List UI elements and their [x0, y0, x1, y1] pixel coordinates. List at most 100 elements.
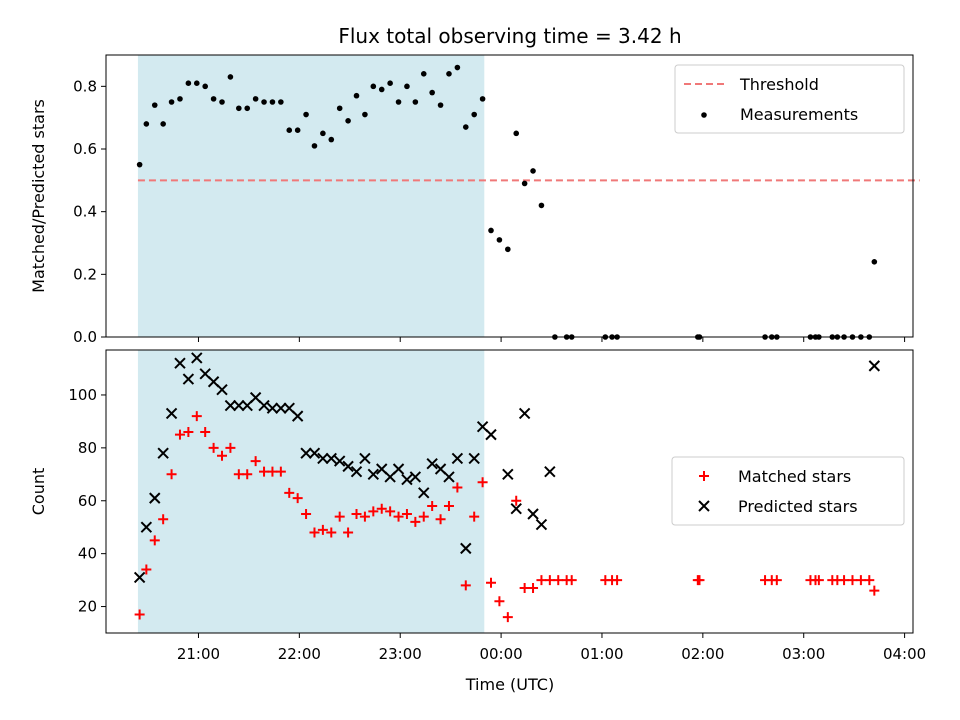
predicted-stars-point [291, 410, 304, 422]
y-tick-label: 100 [68, 386, 97, 404]
measurement-point [252, 96, 259, 102]
measurement-point [370, 83, 377, 90]
predicted-stars-point [224, 399, 237, 412]
matched-stars-point [334, 511, 345, 522]
matched-stars-point [839, 575, 850, 586]
matched-stars-point [309, 527, 320, 538]
matched-stars-point [275, 466, 286, 477]
matched-stars-point [855, 575, 866, 586]
x-tick-label: 03:00 [782, 645, 825, 663]
measurement-point [177, 96, 183, 102]
matched-stars-point [418, 511, 429, 522]
chart-title: Flux total observing time = 3.42 h [338, 24, 681, 48]
predicted-stars-point [502, 468, 514, 481]
matched-stars-point [536, 575, 547, 586]
measurement-point [294, 127, 301, 133]
axes-frame [105, 349, 914, 634]
matched-stars-point [242, 469, 253, 480]
matched-stars-point [427, 501, 438, 512]
measurement-point [521, 180, 528, 187]
measurement-point [488, 227, 494, 234]
measurement-point [336, 105, 343, 112]
measurement-point [513, 130, 520, 137]
matched-stars-point [452, 482, 463, 493]
measurement-point [151, 102, 158, 108]
measurement-point [429, 89, 435, 96]
matched-stars-point [141, 564, 152, 575]
predicted-stars-point [133, 571, 146, 584]
x-axis-label: Time (UTC) [465, 675, 554, 694]
measurement-point [378, 86, 385, 93]
y-tick-label: 80 [78, 439, 97, 457]
measurement-point [244, 105, 251, 112]
predicted-stars-point [258, 399, 270, 412]
matched-stars-point [166, 469, 177, 480]
y-axis-label: Matched/Predicted stars [29, 99, 48, 293]
matched-stars-point [208, 442, 219, 453]
matched-stars-point [410, 516, 421, 527]
measurement-point [437, 102, 444, 108]
matched-stars-point [134, 609, 145, 620]
matched-stars-point [158, 514, 169, 525]
measurement-point [454, 64, 461, 71]
measurement-point [353, 92, 360, 99]
matched-stars-point [477, 477, 488, 488]
legend-predicted-label: Predicted stars [738, 497, 858, 516]
legend: Threshold Measurements [674, 64, 905, 134]
y-tick-label: 20 [78, 598, 97, 616]
x-tick-label: 22:00 [278, 645, 321, 663]
legend-box [671, 456, 905, 526]
predicted-stars-point [535, 518, 548, 531]
matched-stars-point [233, 469, 244, 480]
predicted-stars-point [392, 463, 405, 475]
y-tick-label: 0.4 [73, 203, 97, 221]
predicted-stars-point [468, 452, 480, 465]
measurement-point [320, 130, 326, 137]
predicted-stars-point [409, 471, 422, 483]
y-tick-label: 0.6 [73, 140, 97, 158]
matched-stars-point [519, 583, 530, 594]
measurement-point [286, 127, 293, 133]
matched-stars-point [869, 585, 880, 596]
matched-stars-point [460, 580, 471, 591]
measurement-point [143, 121, 150, 127]
y-tick-label: 0.2 [73, 265, 97, 283]
predicted-stars-point [266, 402, 279, 414]
legend-matched-swatch [699, 471, 709, 481]
predicted-stars-point [317, 452, 329, 465]
measurement-point [404, 83, 410, 90]
predicted-stars-point [165, 407, 178, 420]
predicted-stars-point [216, 383, 228, 396]
measurement-point [261, 99, 267, 105]
legend-threshold-label: Threshold [739, 75, 819, 94]
matched-stars-point [183, 426, 194, 437]
matched-stars-point [771, 575, 782, 586]
measurement-point [328, 136, 335, 143]
predicted-stars-point [333, 455, 346, 467]
predicted-stars-point [460, 542, 472, 555]
measurement-point [496, 237, 503, 243]
matched-stars-point [301, 508, 312, 519]
y-tick-label: 60 [78, 492, 97, 510]
measurement-point [505, 246, 511, 253]
matched-stars-point [343, 527, 354, 538]
measurement-point [395, 99, 402, 105]
y-axis-label: Count [29, 468, 48, 516]
measurement-point [420, 71, 427, 77]
matched-stars-point [351, 508, 362, 519]
matched-stars-point [376, 503, 387, 514]
matched-stars-point [292, 493, 303, 504]
legend-measurements-label: Measurements [740, 105, 858, 124]
matched-stars-point [149, 535, 160, 546]
matched-stars-point [217, 450, 228, 461]
matched-stars-point [864, 575, 875, 586]
measurement-point [269, 99, 276, 105]
x-tick-label: 23:00 [379, 645, 422, 663]
matched-stars-point [469, 511, 480, 522]
predicted-stars-point [485, 428, 497, 441]
predicted-stars-point [544, 465, 556, 478]
measurement-point [530, 168, 536, 174]
legend-measurements-swatch [701, 112, 707, 118]
predicted-stars-point [157, 447, 169, 459]
measurement-point [185, 80, 192, 86]
